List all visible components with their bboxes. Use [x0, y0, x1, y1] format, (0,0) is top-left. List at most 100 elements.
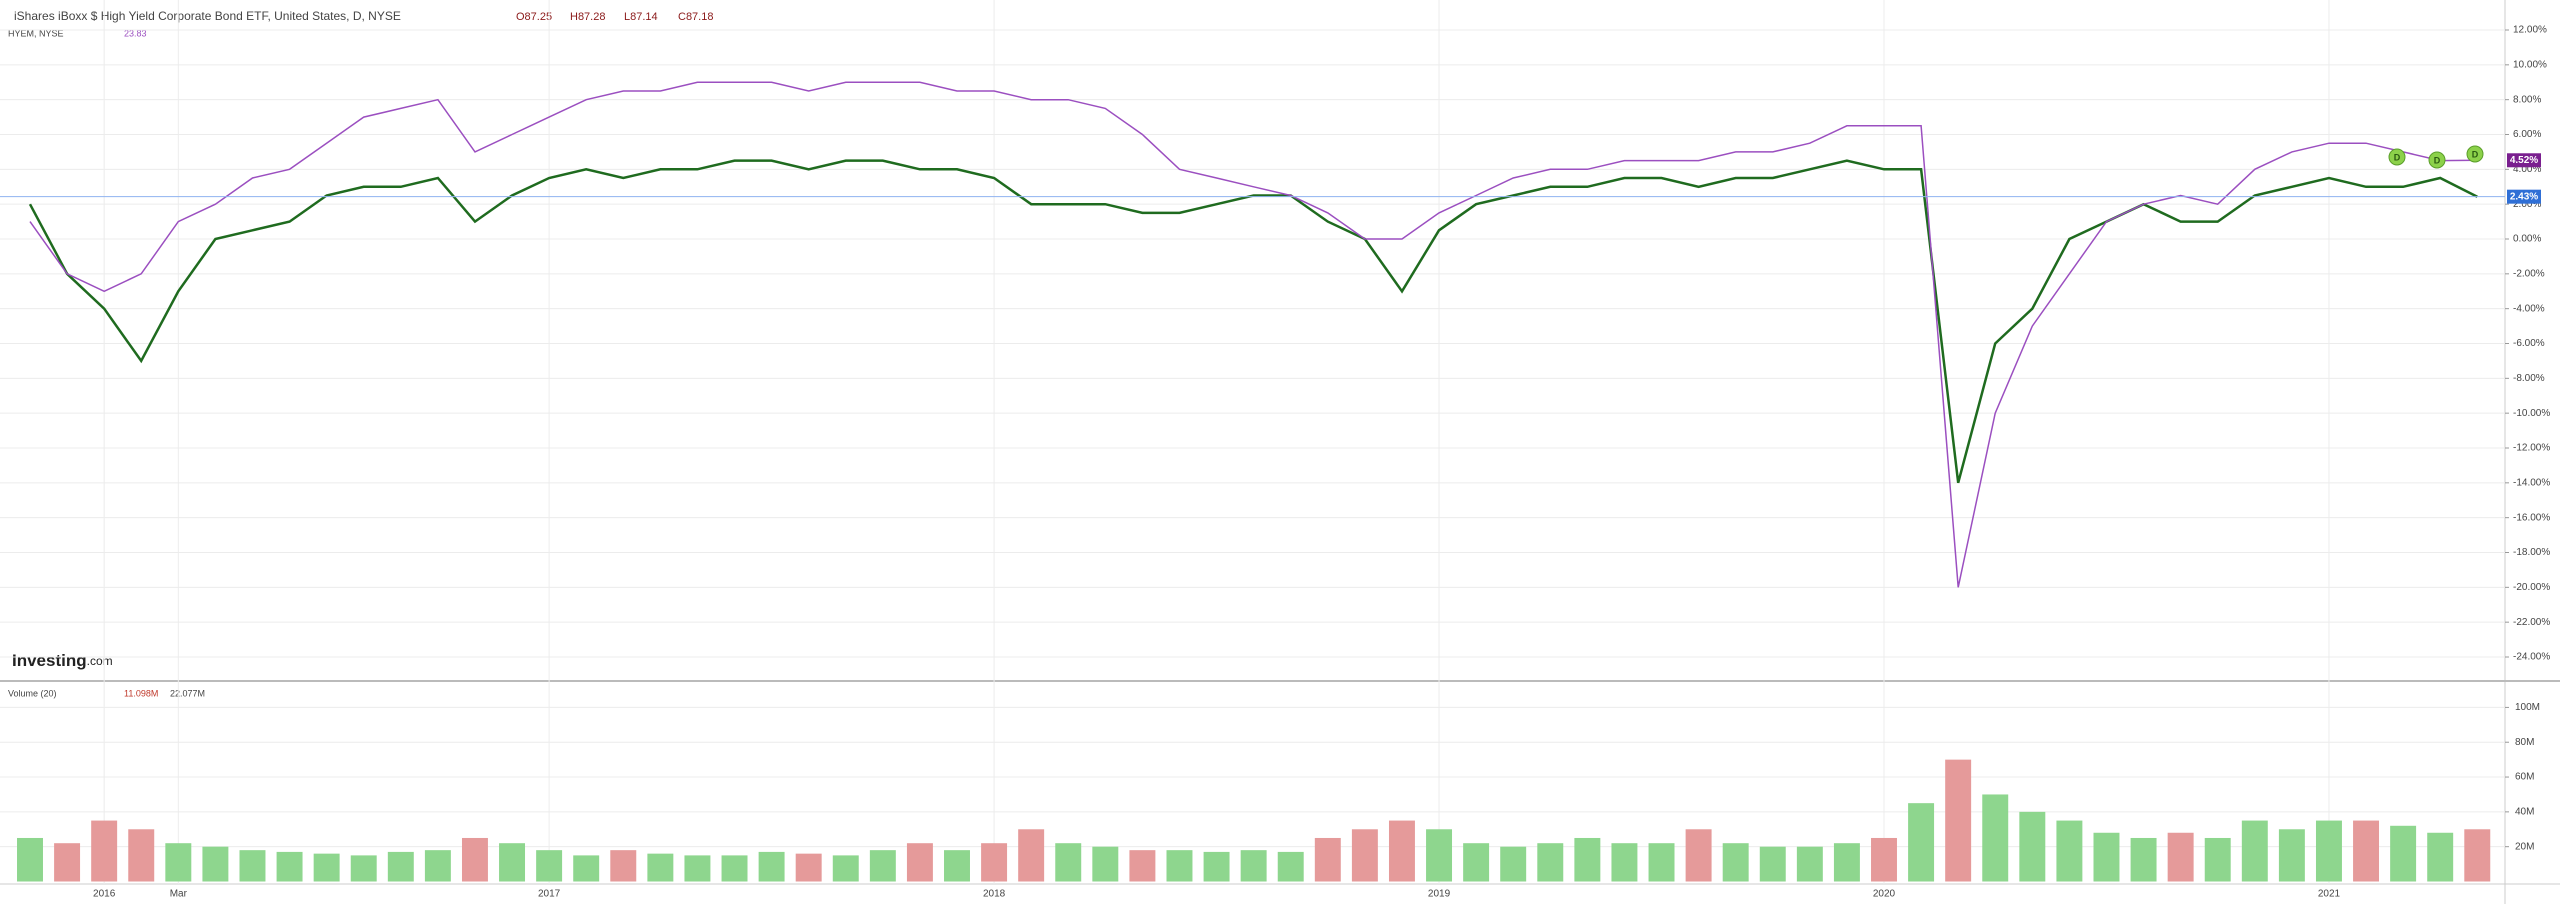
- y-tick-label: 40M: [2515, 807, 2534, 818]
- volume-title: Volume (20): [8, 688, 57, 698]
- volume-bar: [461, 837, 488, 882]
- ohlc-label: C87.18: [678, 11, 713, 23]
- volume-bar: [2390, 825, 2417, 882]
- volume-bar: [2204, 837, 2231, 882]
- last-value-tag: [2507, 153, 2541, 168]
- x-tick-label: 2018: [983, 889, 1006, 900]
- series-line: [29, 81, 2478, 588]
- y-tick-label: -8.00%: [2513, 373, 2545, 384]
- volume-bar: [1055, 843, 1082, 882]
- compare-label: HYEM, NYSE: [8, 28, 64, 38]
- volume-bar: [1203, 851, 1230, 882]
- volume-bar: [2427, 832, 2454, 882]
- x-tick-label: Mar: [170, 889, 188, 900]
- volume-bar: [1314, 837, 1341, 882]
- y-tick-label: 4.00%: [2513, 164, 2541, 175]
- volume-bar: [2241, 820, 2268, 882]
- volume-ma: 22.077M: [170, 688, 205, 698]
- volume-bar: [684, 855, 711, 882]
- volume-bar: [1166, 850, 1193, 882]
- y-tick-label: 20M: [2515, 841, 2534, 852]
- volume-bar: [1685, 829, 1712, 882]
- volume-bar: [1129, 850, 1156, 882]
- volume-bar: [165, 843, 192, 882]
- y-tick-label: 2.00%: [2513, 199, 2541, 210]
- volume-bar: [1463, 843, 1490, 882]
- volume-bar: [2167, 832, 2194, 882]
- dividend-label: D: [2394, 152, 2401, 162]
- dividend-label: D: [2472, 149, 2479, 159]
- volume-bar: [2130, 837, 2157, 882]
- volume-bar: [2278, 829, 2305, 882]
- compare-value: 23.83: [124, 28, 147, 38]
- y-tick-label: -12.00%: [2513, 443, 2550, 454]
- volume-bar: [906, 843, 933, 882]
- volume-bar: [2464, 829, 2491, 882]
- y-tick-label: -22.00%: [2513, 617, 2550, 628]
- volume-bar: [647, 853, 674, 882]
- chart-title: iShares iBoxx $ High Yield Corporate Bon…: [14, 9, 401, 23]
- volume-bar: [313, 853, 340, 882]
- volume-bar: [1240, 850, 1267, 882]
- volume-last: 11.098M: [124, 688, 158, 698]
- volume-bar: [1018, 829, 1045, 882]
- volume-bar: [573, 855, 600, 882]
- volume-bar: [2093, 832, 2120, 882]
- volume-bar: [387, 851, 414, 882]
- ohlc-label: H87.28: [570, 11, 605, 23]
- dividend-marker: [2388, 148, 2406, 166]
- volume-bar: [1277, 851, 1304, 882]
- volume-bar: [1982, 794, 2009, 882]
- volume-bar: [54, 843, 81, 882]
- watermark: Investing.com: [12, 651, 113, 670]
- volume-bar: [1759, 846, 1786, 882]
- volume-bar: [869, 850, 896, 882]
- volume-bar: [424, 850, 451, 882]
- volume-bar: [536, 850, 563, 882]
- y-tick-label: 6.00%: [2513, 129, 2541, 140]
- series-line: [28, 159, 2478, 484]
- volume-bar: [17, 837, 43, 882]
- volume-bar: [2019, 811, 2046, 882]
- volume-bar: [239, 850, 266, 882]
- x-tick-label: 2017: [538, 889, 561, 900]
- volume-bar: [2315, 820, 2342, 882]
- volume-bar: [1871, 837, 1897, 882]
- volume-bar: [499, 843, 526, 882]
- volume-bar: [1722, 843, 1749, 882]
- y-tick-label: -6.00%: [2513, 338, 2545, 349]
- dividend-marker: [2466, 145, 2484, 163]
- y-tick-label: 0.00%: [2513, 234, 2541, 245]
- volume-bar: [1908, 803, 1935, 882]
- ohlc-label: O87.25: [516, 11, 552, 23]
- volume-bar: [2353, 820, 2380, 882]
- volume-bar: [202, 846, 229, 882]
- x-tick-label: 2019: [1428, 889, 1451, 900]
- volume-bar: [1574, 837, 1601, 882]
- volume-bar: [128, 829, 155, 882]
- volume-bar: [2056, 820, 2083, 882]
- y-tick-label: -18.00%: [2513, 547, 2550, 558]
- volume-bar: [1426, 829, 1453, 882]
- x-tick-label: 2020: [1873, 889, 1896, 900]
- y-tick-label: 80M: [2515, 737, 2534, 748]
- volume-bar: [721, 855, 748, 882]
- y-tick-label: -4.00%: [2513, 303, 2545, 314]
- volume-bar: [758, 851, 785, 882]
- y-tick-label: 60M: [2515, 772, 2534, 783]
- volume-bar: [1945, 759, 1972, 882]
- volume-bar: [276, 851, 303, 882]
- y-tick-label: 10.00%: [2513, 59, 2547, 70]
- last-value-label: 2.43%: [2510, 191, 2538, 202]
- dividend-marker: [2428, 151, 2446, 169]
- volume-bar: [1388, 820, 1415, 882]
- y-tick-label: 100M: [2515, 702, 2540, 713]
- volume-bar: [1092, 846, 1119, 882]
- x-tick-label: 2021: [2318, 889, 2341, 900]
- last-value-tag: [2507, 189, 2541, 204]
- y-tick-label: -2.00%: [2513, 268, 2545, 279]
- volume-bar: [795, 853, 822, 882]
- volume-bar: [1537, 843, 1564, 882]
